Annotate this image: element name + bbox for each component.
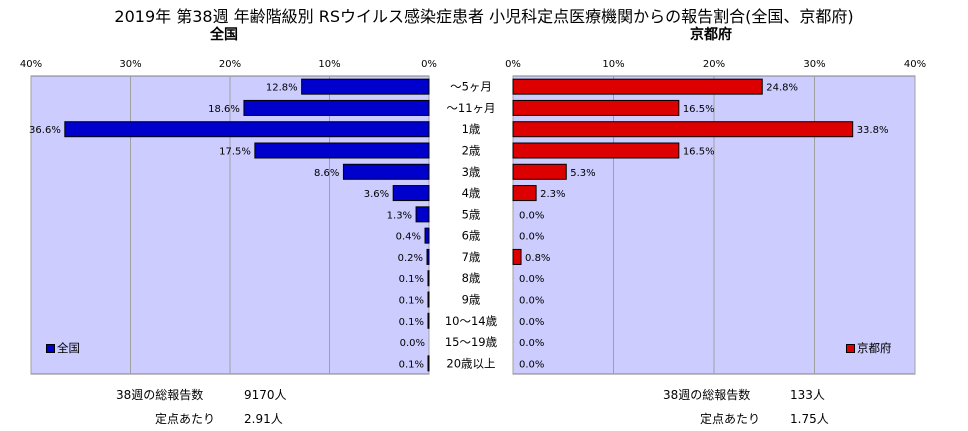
national-total-label: 38週の総報告数 [116,388,204,402]
kyoto-bar [512,185,537,202]
category-label: 7歳 [462,250,481,264]
category-label: 3歳 [462,165,481,179]
kyoto-data-label: 0.0% [519,296,544,307]
category-label: 4歳 [462,186,481,200]
national-bar [427,312,430,329]
national-data-label: 0.4% [396,232,421,243]
chart-title: 2019年 第38週 年齢階級別 RSウイルス感染症患者 小児科定点医療機関から… [114,7,854,26]
kyoto-data-label: 0.0% [519,317,544,328]
national-data-label: 36.6% [29,125,61,136]
national-data-label: 12.8% [266,83,298,94]
kyoto-bar [512,121,854,138]
kyoto-tick-label: 30% [803,59,825,70]
national-bar [64,121,430,138]
kyoto-bar [512,78,763,95]
kyoto-tick-label: 40% [904,59,926,70]
kyoto-tick-label: 0% [505,59,521,70]
kyoto-data-label: 16.5% [683,147,715,158]
national-data-label: 1.3% [387,210,412,221]
kyoto-data-label: 0.0% [519,338,544,349]
kyoto-data-label: 16.5% [683,104,715,115]
kyoto-per-site-label: 定点あたり [700,412,761,426]
national-bar [427,355,430,372]
kyoto-bar [512,163,567,180]
category-label: 5歳 [462,207,481,221]
category-label: ～5ヶ月 [450,80,492,94]
national-legend-label: 全国 [57,341,80,355]
category-label: 8歳 [462,271,481,285]
kyoto-data-label: 33.8% [857,125,889,136]
kyoto-data-label: 24.8% [766,83,798,94]
national-legend-swatch [46,343,55,353]
kyoto-data-label: 2.3% [540,189,565,200]
national-bar [342,163,430,180]
national-bar [424,227,430,244]
national-bar [427,291,430,308]
national-data-label: 18.6% [208,104,240,115]
kyoto-panel-title: 京都府 [690,27,732,43]
national-data-label: 0.1% [399,317,424,328]
national-bar [392,185,430,202]
national-tick-label: 0% [421,59,437,70]
category-label: 9歳 [462,293,481,307]
kyoto-bar [512,248,522,265]
kyoto-data-label: 0.0% [519,232,544,243]
kyoto-tick-label: 10% [602,59,624,70]
national-data-label: 0.0% [400,338,425,349]
national-data-label: 0.1% [399,296,424,307]
national-tick-label: 20% [219,59,241,70]
kyoto-total-value: 133人 [790,388,825,402]
national-data-label: 17.5% [219,147,251,158]
kyoto-legend: 京都府 [846,340,892,356]
national-per-site-label: 定点あたり [155,412,216,426]
category-label: 20歳以上 [446,356,495,370]
national-data-label: 3.6% [364,189,389,200]
national-bar [427,270,430,287]
national-data-label: 0.2% [398,253,423,264]
category-label: 2歳 [462,144,481,158]
kyoto-data-label: 5.3% [570,168,595,179]
national-tick-label: 30% [119,59,141,70]
national-legend: 全国 [46,340,80,356]
kyoto-per-site-value: 1.75人 [790,412,829,426]
category-label: 6歳 [462,229,481,243]
kyoto-legend-swatch [846,343,855,353]
national-bar [243,99,430,116]
category-label: 15～19歳 [445,335,498,349]
kyoto-tick-label: 20% [703,59,725,70]
kyoto-data-label: 0.0% [519,274,544,285]
national-panel-title: 全国 [210,27,238,43]
kyoto-total-label: 38週の総報告数 [663,388,751,402]
national-bar [301,78,430,95]
national-data-label: 0.1% [399,274,424,285]
national-bar [426,248,430,265]
kyoto-data-label: 0.8% [525,253,550,264]
kyoto-legend-label: 京都府 [857,341,892,355]
kyoto-data-label: 0.0% [519,359,544,370]
national-data-label: 0.1% [399,359,424,370]
kyoto-data-label: 0.0% [519,210,544,221]
national-tick-label: 10% [318,59,340,70]
national-data-label: 8.6% [314,168,339,179]
national-tick-label: 40% [20,59,42,70]
national-bar [254,142,430,159]
category-label: ～11ヶ月 [446,101,495,115]
national-bar [415,206,430,223]
national-per-site-value: 2.91人 [244,412,283,426]
category-label: 1歳 [462,122,481,136]
category-label: 10～14歳 [445,314,498,328]
kyoto-bar [512,99,680,116]
national-total-value: 9170人 [244,388,287,402]
kyoto-bar [512,142,680,159]
